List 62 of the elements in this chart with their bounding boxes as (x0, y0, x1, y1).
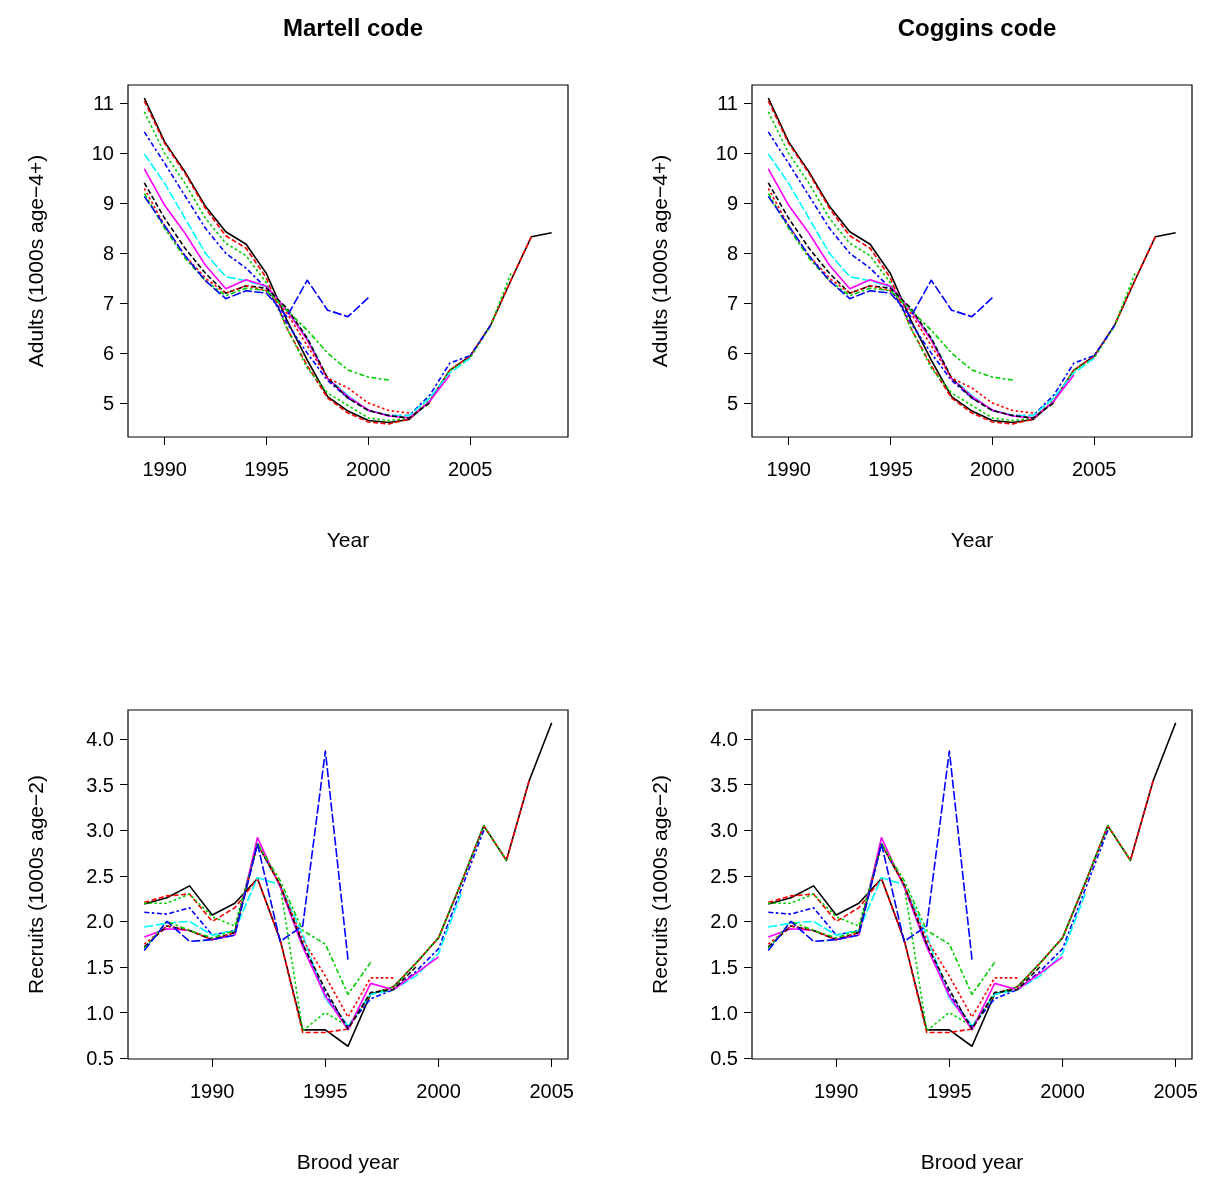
y-tick-label: 7 (102, 292, 114, 315)
x-tick-label: 2005 (529, 1080, 574, 1102)
y-tick-label: 5 (102, 392, 114, 415)
y-tick-label: 2.5 (710, 864, 738, 887)
y-tick-label: 1.0 (86, 1001, 114, 1024)
y-tick-label: 3.0 (86, 819, 114, 842)
x-tick-label: 1990 (142, 458, 187, 480)
chart-title: Coggins code (897, 13, 1057, 41)
y-tick-label: 1.5 (710, 955, 738, 978)
x-tick-label: 2000 (970, 458, 1015, 480)
x-axis-title: Brood year (920, 1150, 1024, 1173)
y-tick-label: 0.5 (86, 1047, 114, 1070)
x-tick-label: 2000 (1040, 1080, 1085, 1102)
x-tick-label: 2000 (416, 1080, 461, 1102)
x-axis-title: Year (950, 528, 994, 551)
y-tick-label: 4.0 (86, 728, 114, 751)
x-axis-title: Brood year (296, 1150, 400, 1173)
x-tick-label: 2005 (1153, 1080, 1198, 1102)
x-tick-label: 2000 (346, 458, 391, 480)
y-axis-title: Recruits (1000s age−2) (24, 775, 47, 994)
y-axis-title: Recruits (1000s age−2) (648, 775, 671, 994)
x-tick-label: 1995 (303, 1080, 348, 1102)
y-axis-title: Adults (1000s age−4+) (648, 154, 671, 368)
y-tick-label: 2.5 (86, 864, 114, 887)
x-tick-label: 1990 (766, 458, 811, 480)
x-tick-label: 1990 (189, 1080, 235, 1102)
line-series (767, 780, 1154, 1034)
x-tick-label: 2005 (447, 458, 493, 480)
chart-title: Martell code (282, 13, 424, 41)
x-tick-label: 1995 (868, 458, 913, 480)
y-tick-label: 11 (93, 92, 114, 115)
y-tick-label: 2.0 (86, 910, 114, 933)
y-tick-label: 1.0 (710, 1001, 738, 1024)
x-tick-label: 1990 (813, 1080, 859, 1102)
x-axis-title: Year (326, 528, 370, 551)
line-series (767, 876, 1086, 1027)
y-tick-label: 3.0 (710, 819, 738, 842)
y-tick-label: 10 (715, 142, 738, 165)
line-series (143, 876, 462, 1027)
y-tick-label: 1.5 (86, 955, 114, 978)
line-series (143, 780, 530, 1034)
y-tick-label: 11 (717, 92, 738, 115)
y-tick-label: 5 (726, 392, 738, 415)
y-tick-label: 10 (91, 142, 114, 165)
y-tick-label: 3.5 (86, 773, 114, 796)
line-series (143, 721, 553, 1048)
y-axis-title: Adults (1000s age−4+) (24, 154, 47, 368)
x-tick-label: 1995 (244, 458, 289, 480)
x-tick-label: 2005 (1071, 458, 1117, 480)
y-tick-label: 4.0 (710, 728, 738, 751)
y-tick-label: 3.5 (710, 773, 738, 796)
y-tick-label: 6 (102, 342, 114, 365)
x-tick-label: 1995 (927, 1080, 972, 1102)
y-tick-label: 7 (726, 292, 738, 315)
line-series (767, 721, 1177, 1048)
y-tick-label: 6 (726, 342, 738, 365)
y-tick-label: 8 (726, 242, 738, 265)
y-tick-label: 9 (726, 192, 738, 215)
y-tick-label: 0.5 (710, 1047, 738, 1070)
y-tick-label: 8 (102, 242, 114, 265)
y-tick-label: 9 (102, 192, 114, 215)
y-tick-label: 2.0 (710, 910, 738, 933)
